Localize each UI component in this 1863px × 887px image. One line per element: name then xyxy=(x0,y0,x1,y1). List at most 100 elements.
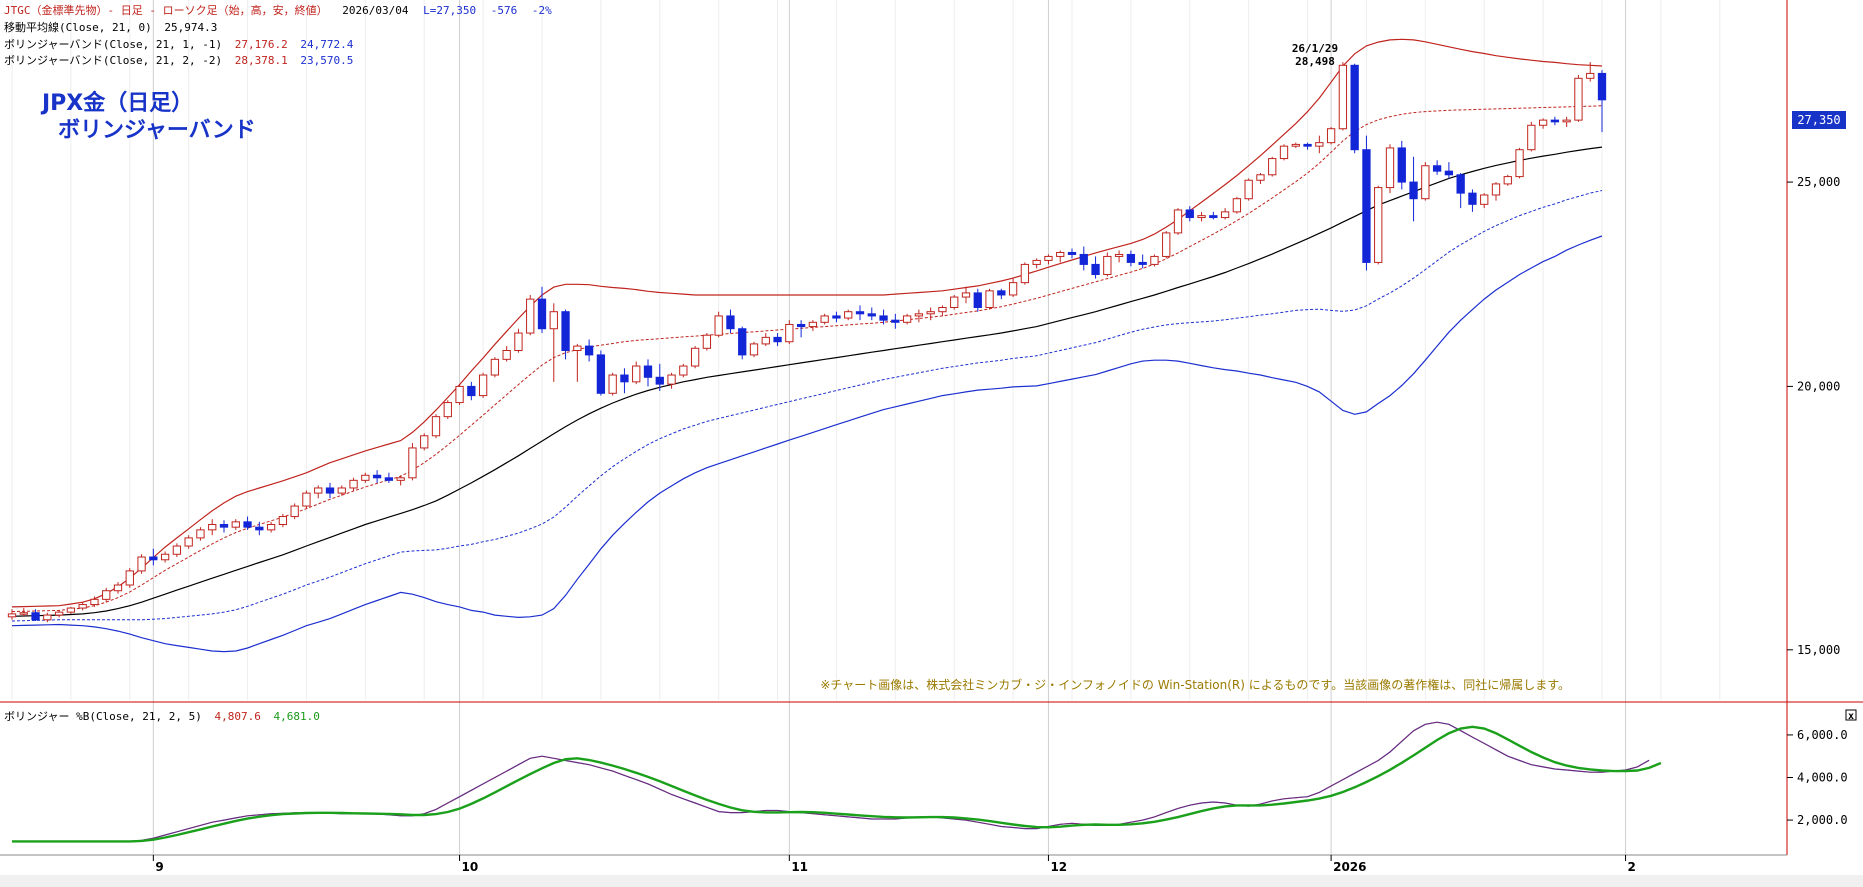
candle-body-up xyxy=(1385,147,1395,189)
candle-body-up xyxy=(1574,77,1583,121)
x-tick-label: 10 xyxy=(462,860,479,874)
candle xyxy=(231,519,240,530)
candle-body-down xyxy=(855,311,865,315)
candle-body-up xyxy=(196,529,205,539)
x-tick-label: 9 xyxy=(155,860,163,874)
candle xyxy=(502,346,511,362)
candle-body-up xyxy=(160,553,170,561)
candle xyxy=(761,333,770,347)
candle xyxy=(443,400,452,420)
candle xyxy=(914,309,924,323)
candle xyxy=(608,372,617,396)
candle-body-up xyxy=(1150,255,1159,265)
candle-body-up xyxy=(690,347,700,367)
sub-y-tick-label: 4,000.0 xyxy=(1797,771,1848,785)
candle-body-up xyxy=(455,385,464,404)
candle-body-down xyxy=(1079,253,1088,265)
candle xyxy=(1244,178,1253,201)
candle-body-up xyxy=(431,416,441,437)
candle xyxy=(7,609,17,620)
candle-body-up xyxy=(502,349,511,360)
candle xyxy=(467,381,476,401)
candle-body-down xyxy=(255,526,264,531)
candle xyxy=(1056,250,1065,263)
candle xyxy=(1162,230,1171,259)
candle xyxy=(278,513,288,528)
ma-line xyxy=(11,146,1603,617)
candle-body-up xyxy=(278,516,288,525)
candle-body-up xyxy=(1020,263,1030,284)
candle-body-up xyxy=(1008,282,1018,296)
sub-close-icon[interactable]: x xyxy=(1848,711,1854,722)
candle-body-down xyxy=(325,487,335,494)
candle-body-down xyxy=(1185,209,1194,219)
candle-body-down xyxy=(384,477,394,481)
candle-body-up xyxy=(266,523,276,531)
candle xyxy=(54,610,64,618)
candle xyxy=(1456,172,1465,209)
candle xyxy=(749,341,759,358)
candle xyxy=(1586,62,1595,82)
candle xyxy=(1303,142,1312,150)
candle xyxy=(314,485,323,499)
candle-body-up xyxy=(549,311,558,330)
candle xyxy=(125,568,134,588)
candle xyxy=(1315,135,1324,154)
candle-body-up xyxy=(490,358,500,376)
candle xyxy=(1138,254,1147,269)
bb2-lower-line xyxy=(11,235,1603,653)
candle xyxy=(1114,250,1124,263)
candle-body-down xyxy=(1350,64,1359,151)
bb2-legend: ボリンジャーバンド(Close, 21, 2, -2) 28,378.1 23,… xyxy=(4,54,353,67)
candle xyxy=(596,350,606,396)
candle xyxy=(208,519,217,536)
candle xyxy=(255,521,264,536)
candle-body-up xyxy=(1114,253,1124,257)
candle xyxy=(985,288,994,310)
candle xyxy=(420,433,429,451)
sub-y-tick-label: 6,000.0 xyxy=(1797,728,1848,742)
candle xyxy=(325,482,335,499)
candle-body-up xyxy=(902,315,912,323)
candle-body-up xyxy=(761,336,770,345)
candle xyxy=(549,303,558,382)
candle-body-down xyxy=(1550,119,1560,123)
candle-body-up xyxy=(7,613,17,618)
candle xyxy=(90,596,99,607)
candle xyxy=(196,527,205,541)
candle xyxy=(1432,160,1442,175)
candle-body-down xyxy=(879,315,888,321)
sub-close-button[interactable] xyxy=(1845,709,1857,721)
candle xyxy=(1538,118,1548,129)
candle xyxy=(361,472,370,483)
candle xyxy=(455,384,464,405)
candle-body-up xyxy=(526,298,535,334)
candle-body-down xyxy=(738,328,747,356)
candle xyxy=(844,309,853,321)
candle xyxy=(1232,196,1242,214)
candle xyxy=(19,608,28,617)
candle-body-down xyxy=(891,319,900,323)
candle-body-up xyxy=(632,365,641,383)
candle-body-up xyxy=(667,374,676,385)
y-tick-label: 25,000 xyxy=(1797,175,1840,189)
candle xyxy=(879,309,888,325)
candle xyxy=(1067,248,1077,259)
candle xyxy=(1421,162,1430,201)
candle-body-down xyxy=(537,298,547,330)
candle xyxy=(1091,256,1100,279)
x-tick-label: 12 xyxy=(1050,860,1067,874)
candle-body-down xyxy=(561,311,570,351)
y-tick-label: 15,000 xyxy=(1797,643,1840,657)
candle xyxy=(1491,182,1501,201)
candle xyxy=(667,372,676,389)
candle xyxy=(738,326,747,360)
candle-body-up xyxy=(702,334,712,349)
candle xyxy=(526,294,535,336)
candle xyxy=(537,286,547,334)
bb2-upper-line xyxy=(11,38,1603,608)
candle xyxy=(1385,144,1395,194)
pctb-green-line xyxy=(12,725,1662,843)
candle xyxy=(632,361,641,385)
candle xyxy=(1103,252,1112,277)
